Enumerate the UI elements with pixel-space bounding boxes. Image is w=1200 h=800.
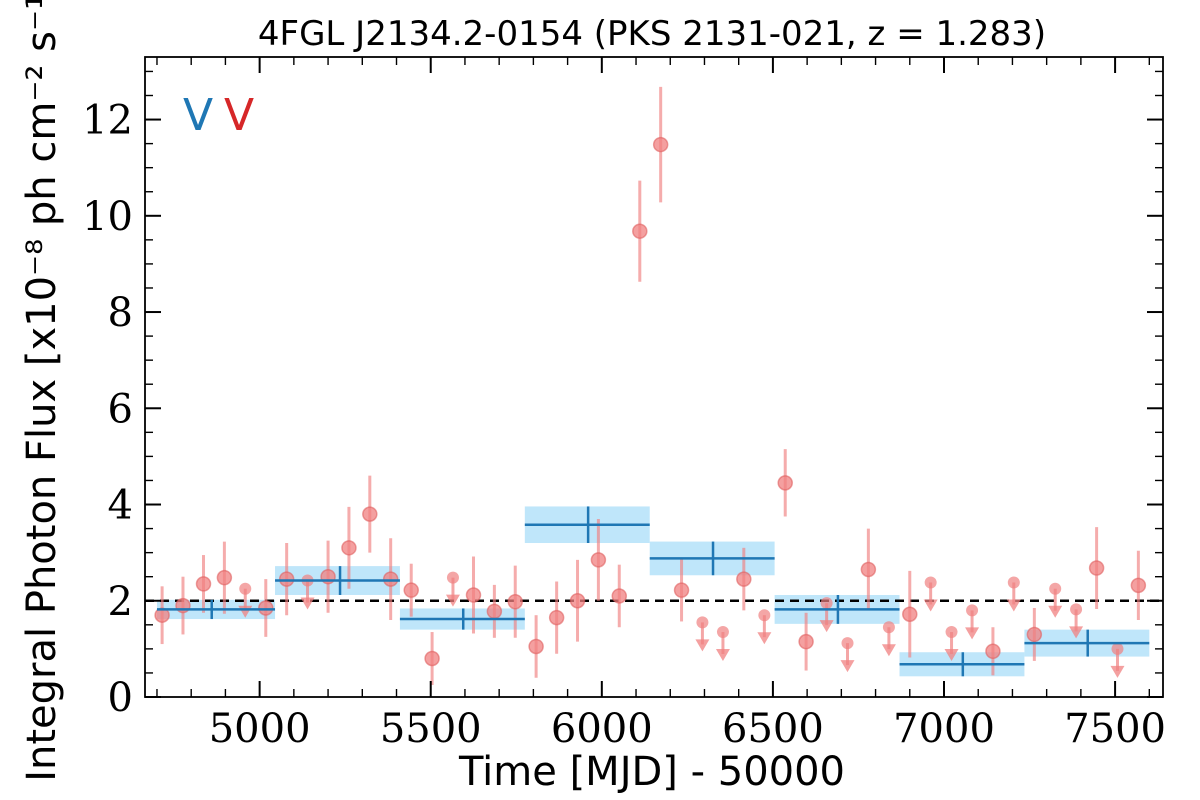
upper-limit-arrow bbox=[757, 632, 772, 645]
upper-limit-arrow bbox=[840, 660, 855, 673]
upper-limit-arrow bbox=[300, 597, 315, 610]
detection-point bbox=[278, 571, 295, 587]
detection-point bbox=[403, 582, 419, 598]
detection-point bbox=[611, 588, 628, 604]
upper-limit-arrow bbox=[1069, 626, 1084, 639]
x-tick-label: 6500 bbox=[722, 706, 824, 752]
y-axis-label: Integral Photon Flux [x10⁻⁸ ph cm⁻² s⁻¹] bbox=[19, 0, 65, 782]
upper-limit-arrow bbox=[695, 639, 710, 652]
detection-point bbox=[1026, 626, 1043, 643]
upper-limit-arrow bbox=[923, 599, 938, 612]
detection-point bbox=[486, 603, 503, 620]
upper-limit-arrow bbox=[1110, 665, 1125, 678]
y-tick-label: 0 bbox=[108, 675, 133, 721]
upper-limit-arrow bbox=[881, 644, 896, 657]
y-tick-label: 6 bbox=[108, 386, 133, 432]
detection-point bbox=[424, 650, 440, 667]
y-tick-label: 12 bbox=[82, 98, 133, 144]
detection-point bbox=[673, 582, 690, 598]
x-tick-label: 7000 bbox=[893, 706, 995, 752]
detection-point bbox=[777, 475, 793, 491]
detection-point bbox=[465, 587, 482, 603]
x-tick-label: 5500 bbox=[380, 706, 482, 752]
x-tick-label: 6000 bbox=[551, 706, 653, 752]
x-tick-label: 7500 bbox=[1064, 706, 1166, 752]
upper-limit-arrow bbox=[1006, 599, 1021, 612]
variability-marker-blue: V bbox=[183, 90, 213, 141]
plot-frame bbox=[144, 56, 1164, 698]
upper-limit-arrow bbox=[965, 627, 980, 640]
detection-point bbox=[195, 576, 212, 592]
y-tick-label: 4 bbox=[108, 483, 133, 529]
detection-point bbox=[258, 600, 274, 616]
detection-point bbox=[652, 136, 669, 153]
upper-limit-arrow bbox=[715, 649, 730, 662]
detection-point bbox=[1130, 577, 1147, 594]
upper-limit-arrow bbox=[1048, 605, 1063, 618]
detection-point bbox=[736, 571, 752, 587]
upper-limit-arrow bbox=[445, 594, 460, 607]
detection-point bbox=[548, 609, 565, 626]
detection-point bbox=[569, 593, 586, 609]
chart-title: 4FGL J2134.2-0154 (PKS 2131-021, z = 1.2… bbox=[258, 14, 1046, 54]
detection-point bbox=[798, 633, 814, 650]
detection-point bbox=[902, 606, 918, 622]
detection-point bbox=[507, 593, 523, 610]
variability-marker-red: V bbox=[224, 90, 254, 141]
y-tick-label: 10 bbox=[82, 194, 133, 240]
detection-point bbox=[632, 223, 648, 239]
detection-point bbox=[1088, 560, 1105, 576]
detection-point bbox=[860, 561, 877, 578]
detection-point bbox=[382, 571, 399, 587]
x-axis-label: Time [MJD] - 50000 bbox=[458, 749, 845, 795]
y-tick-label: 8 bbox=[108, 290, 133, 336]
upper-limit-arrow bbox=[819, 620, 834, 633]
detection-point bbox=[362, 506, 378, 522]
y-tick-label: 2 bbox=[108, 579, 133, 625]
detection-point bbox=[590, 552, 607, 568]
x-tick-label: 5000 bbox=[209, 706, 311, 752]
plot-area: 5000 5500 6000 6500 7000 7500 0 2 4 6 8 10 12 V V bbox=[82, 56, 1166, 752]
detection-point bbox=[985, 643, 1001, 660]
detection-point bbox=[216, 569, 233, 586]
detection-point bbox=[528, 638, 544, 655]
upper-limit-arrow bbox=[944, 649, 959, 662]
detection-point bbox=[341, 540, 357, 556]
